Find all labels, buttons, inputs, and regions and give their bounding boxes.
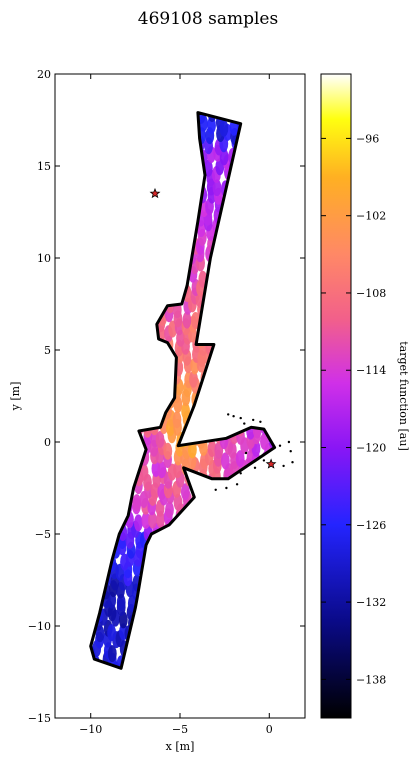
heat-cell [188, 441, 197, 459]
heat-cell [157, 461, 167, 479]
y-tick-label: 20 [37, 68, 51, 81]
y-tick-label: 0 [44, 436, 51, 449]
map-point [262, 459, 266, 462]
colorbar: −138 −132 −126 −120 −114 −108 −102 −96 target f… [320, 73, 410, 719]
map-point [232, 415, 235, 418]
map-point [287, 440, 291, 444]
heat-cell [155, 431, 165, 448]
map-point [259, 420, 262, 423]
heat-cell [107, 604, 117, 622]
colorbar-label: target function [au] [397, 341, 410, 450]
colorbar-tick-label: −102 [356, 210, 386, 223]
heat-cell [107, 645, 117, 663]
heat-cell [173, 461, 183, 479]
map-point [278, 444, 282, 447]
map-points [214, 413, 294, 491]
x-axis-ticks: −10 −5 0 [79, 74, 273, 736]
y-tick-label: 10 [37, 252, 51, 265]
colorbar-tick-label: −120 [356, 442, 386, 455]
map-point [239, 416, 242, 420]
colorbar-tick-label: −108 [356, 287, 386, 300]
y-tick-label: −10 [28, 620, 51, 633]
y-axis-ticks: −15 −10 −5 0 5 10 15 20 [28, 68, 305, 725]
heat-cell [235, 450, 245, 468]
heat-cell [165, 501, 174, 519]
marker-layer [149, 187, 277, 469]
map-point [227, 413, 230, 416]
heat-cell [189, 370, 198, 388]
plot-area: −10 −5 0 −15 −10 −5 0 5 10 15 20 [28, 68, 306, 736]
heat-cell [173, 493, 183, 511]
colorbar-tick-label: −96 [356, 132, 379, 145]
map-walls [89, 111, 277, 670]
colorbar-gradient [320, 73, 352, 719]
heat-cell [134, 514, 143, 532]
x-axis-label: x [m] [166, 740, 195, 753]
y-tick-label: −15 [28, 712, 51, 725]
y-tick-label: 15 [37, 160, 51, 173]
star-marker-1 [149, 187, 161, 199]
map-point [235, 483, 239, 486]
heat-cell [172, 411, 182, 429]
colorbar-tick-label: −138 [356, 673, 386, 686]
map-point [289, 450, 292, 453]
colorbar-ticks: −138 −132 −126 −120 −114 −108 −102 −96 [321, 132, 386, 686]
x-tick-label: −10 [79, 723, 102, 736]
heat-cell [221, 452, 230, 470]
heat-cell [141, 511, 151, 529]
y-axis-label: y [m] [9, 382, 22, 412]
map-point [214, 488, 217, 491]
x-tick-label: 0 [266, 723, 273, 736]
heat-cell [163, 442, 173, 460]
heat-cell [132, 494, 142, 512]
colorbar-tick-label: −114 [356, 364, 386, 377]
star-marker-2 [265, 458, 277, 469]
y-tick-label: −5 [35, 528, 51, 541]
map-point [253, 466, 257, 469]
y-tick-label: 5 [44, 344, 51, 357]
heat-cell [227, 441, 237, 459]
map-point [291, 461, 294, 464]
heat-cell [107, 624, 116, 642]
heat-cell [219, 119, 229, 137]
map-point [282, 464, 285, 468]
x-tick-label: −5 [172, 723, 188, 736]
map-point [225, 486, 228, 490]
map-point [244, 451, 248, 455]
heat-cell [148, 511, 157, 529]
colorbar-tick-label: −126 [356, 519, 386, 532]
heat-cell [181, 402, 191, 420]
chart-title: 469108 samples [138, 9, 278, 29]
heat-cell [191, 312, 200, 329]
heat-cell [260, 432, 269, 450]
heat-cell [182, 311, 192, 329]
map-point [252, 418, 255, 422]
heat-cell [207, 440, 217, 458]
colorbar-tick-label: −132 [356, 596, 386, 609]
heat-cell [212, 179, 222, 197]
heat-cell [139, 463, 149, 481]
heat-cell [180, 483, 190, 501]
map-point [239, 472, 242, 475]
map-point [243, 422, 246, 425]
